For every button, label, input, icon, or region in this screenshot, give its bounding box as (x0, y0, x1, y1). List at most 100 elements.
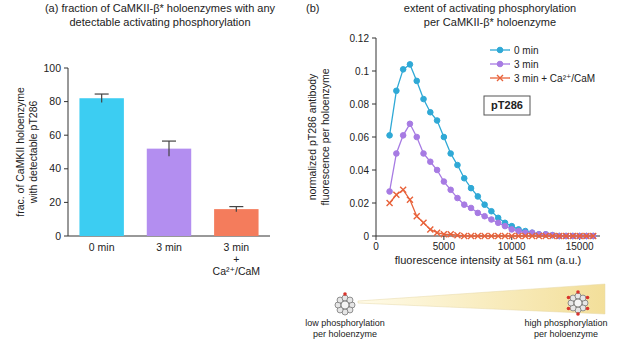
point (454, 232, 460, 238)
point (482, 202, 488, 208)
error-bar (229, 207, 243, 212)
x-tick-label: 3 min+Ca²⁺/CaM (213, 241, 261, 277)
legend-marker (497, 47, 503, 53)
point (448, 231, 454, 237)
point (421, 96, 427, 102)
legend-label: 3 min (514, 59, 538, 70)
point (495, 220, 501, 226)
x-tick-label: 10000 (498, 241, 526, 252)
point (455, 195, 461, 201)
y-tick (372, 71, 376, 72)
point (543, 233, 549, 239)
point (461, 233, 467, 239)
x-tick-label: 0 (373, 241, 379, 252)
point (583, 233, 589, 239)
y-label-group: frac. of CaMKII holoenzymewith detectabl… (14, 87, 39, 217)
phospho-dot (567, 307, 571, 311)
y-axis (68, 68, 69, 236)
y-axis-label: normalized pT286 antibodyfluorescence pe… (306, 68, 331, 205)
error-cap (95, 93, 109, 94)
point (509, 233, 515, 239)
point (414, 78, 420, 84)
point (434, 118, 440, 124)
point (400, 67, 406, 73)
x-tick-label: 5000 (433, 241, 456, 252)
point (468, 185, 474, 191)
point (448, 187, 454, 193)
point (502, 223, 508, 229)
y-tick (64, 236, 68, 237)
y-tick (372, 137, 376, 138)
x-tick-label: 15000 (566, 241, 594, 252)
point (516, 233, 522, 239)
x-tick (376, 236, 377, 240)
text-line: fluorescence per holoenzyme (319, 68, 331, 205)
series-line (390, 190, 594, 236)
y-tick (64, 101, 68, 102)
point (427, 226, 433, 232)
y-tick (64, 135, 68, 136)
annotation-box (484, 96, 530, 115)
error-cap (229, 206, 243, 207)
point (475, 233, 481, 239)
y-tick-label: 0.1 (355, 66, 369, 77)
point (387, 200, 393, 206)
point (529, 233, 535, 239)
point (407, 62, 413, 68)
point (461, 202, 467, 208)
panel-label: (b) (306, 2, 319, 14)
y-tick (372, 170, 376, 171)
point (577, 233, 583, 239)
phospho-dot (343, 292, 347, 296)
point (556, 233, 562, 239)
x-tick (443, 236, 444, 240)
phospho-dot (586, 296, 590, 300)
point (441, 231, 447, 237)
series-line (390, 64, 594, 236)
bar (214, 209, 258, 236)
point (461, 175, 467, 181)
holoenzyme-icon (335, 292, 355, 315)
point (428, 109, 434, 115)
y-tick-label: 0.04 (350, 165, 370, 176)
y-tick-label: 40 (49, 162, 61, 174)
point (482, 233, 488, 239)
point (428, 159, 434, 165)
text-line: high phosphorylation (524, 318, 607, 328)
y-tick-label: 60 (49, 129, 61, 141)
y-tick (372, 38, 376, 39)
phospho-dot (567, 296, 571, 300)
bar (147, 149, 191, 236)
legend: 0 min3 min3 min + Ca²⁺/CaM (490, 45, 595, 84)
point (387, 189, 393, 195)
point (475, 210, 481, 216)
y-label-group: normalized pT286 antibodyfluorescence pe… (306, 68, 331, 205)
x-tick-label: 0 min (89, 241, 115, 253)
point (570, 233, 576, 239)
y-tick-label: 0.08 (350, 99, 370, 110)
x-axis-label: fluorescence intensity at 561 nm (a.u.) (395, 254, 581, 266)
point (414, 134, 420, 140)
plot-area (387, 62, 597, 239)
title: extent of activating phosphorylationper … (404, 2, 576, 28)
gradient-wedge (358, 284, 605, 314)
title: (a) fraction of CaMKII-β* holoenzymes wi… (45, 2, 276, 28)
y-tick-label: 0 (363, 231, 369, 242)
text-line: + (233, 253, 239, 265)
text-line: per CaMKII-β* holoenzyme (424, 16, 556, 28)
text-line: Ca²⁺/CaM (213, 265, 261, 277)
point (549, 233, 555, 239)
y-tick-label: 20 (49, 196, 61, 208)
point (448, 151, 454, 157)
point (387, 133, 393, 139)
point (522, 233, 528, 239)
error-stem (101, 94, 102, 102)
y-tick-label: 0.06 (350, 132, 370, 143)
y-tick (64, 68, 68, 69)
legend-marker (497, 61, 503, 67)
point (407, 197, 413, 203)
annotation: pT286 (491, 99, 523, 111)
point (536, 233, 542, 239)
point (516, 228, 522, 234)
y-tick-label: 100 (43, 62, 61, 74)
